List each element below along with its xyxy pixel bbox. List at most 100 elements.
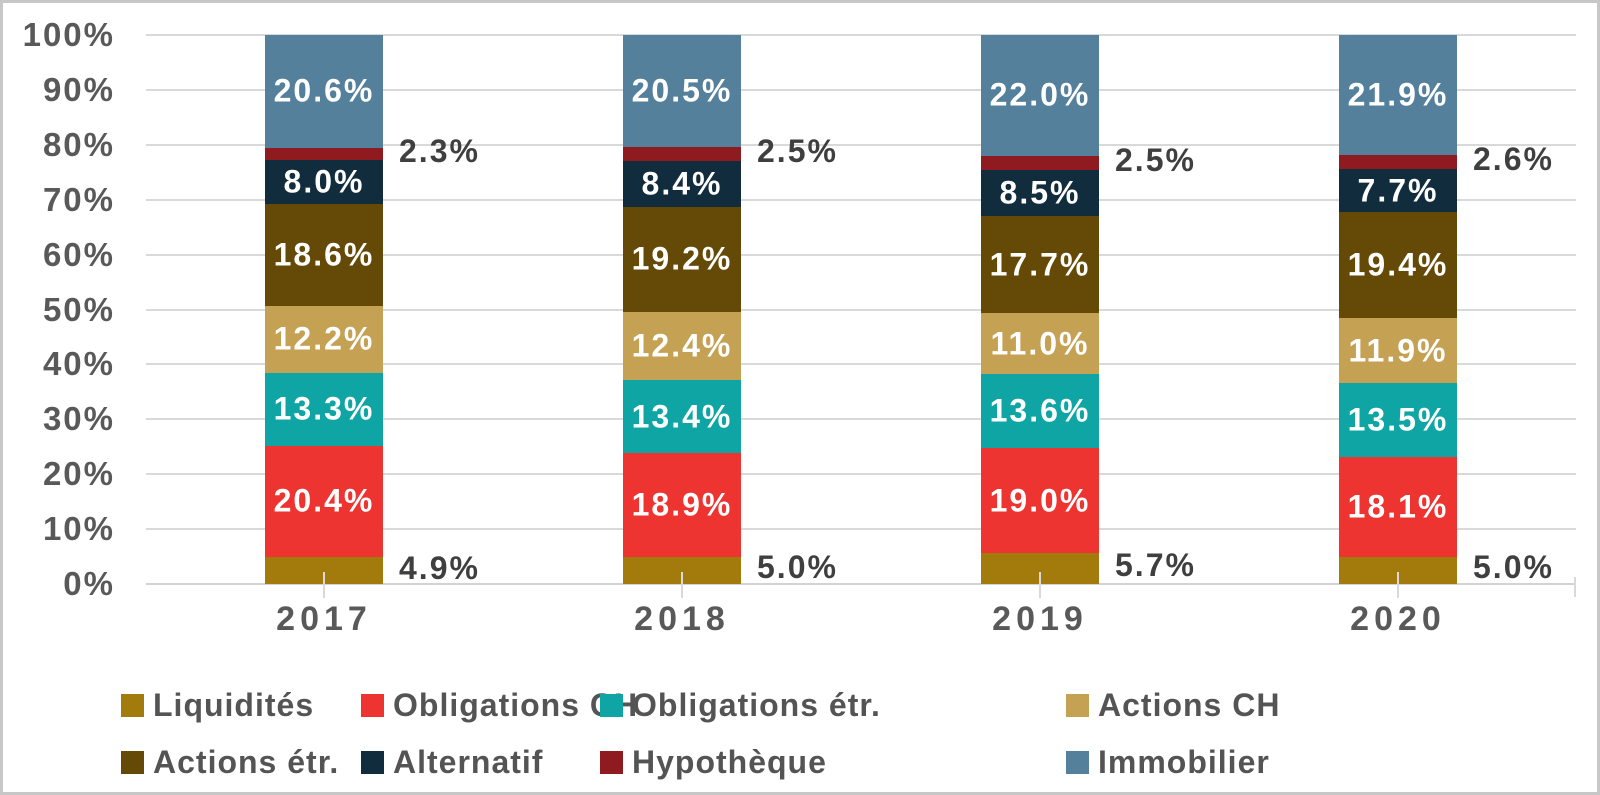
bar-value-label-outside: 2.5%: [1115, 141, 1196, 178]
x-axis-label-2020: 2020: [1350, 600, 1446, 638]
gridline: [146, 198, 1576, 201]
bar-2017: 20.4% 13.3% 12.2% 18.6% 8.0% 20.6%: [265, 35, 383, 584]
bar-2018: 18.9% 13.4% 12.4% 19.2% 8.4% 20.5%: [623, 35, 741, 584]
bar-segment-Obligations CH-2018: 18.9%: [623, 453, 741, 557]
bar-2019: 19.0% 13.6% 11.0% 17.7% 8.5% 22.0%: [981, 35, 1099, 584]
legend-item-Hypothèque: Hypothèque: [600, 744, 827, 780]
bar-segment-Actions CH-2017: 12.2%: [265, 305, 383, 373]
bar-value-label: 19.4%: [1347, 246, 1449, 283]
x-axis-line: [146, 583, 1576, 585]
gridline: [146, 34, 1576, 36]
bar-value-label-outside: 2.5%: [757, 133, 838, 170]
bar-segment-Immobilier-2017: 20.6%: [265, 35, 383, 148]
bar-segment-Actions CH-2019: 11.0%: [981, 313, 1099, 374]
bar-2020: 18.1% 13.5% 11.9% 19.4% 7.7% 21.9%: [1339, 35, 1457, 584]
legend-item-Immobilier: Immobilier: [1066, 744, 1270, 780]
x-axis-label-2018: 2018: [634, 600, 730, 638]
gridline: [146, 253, 1576, 256]
gridline: [146, 528, 1576, 531]
legend-label: Actions étr.: [153, 744, 340, 780]
y-axis-tick-label: 60%: [42, 235, 115, 273]
legend-swatch: [361, 750, 384, 774]
legend-item-Alternatif: Alternatif: [361, 744, 543, 780]
legend-item-Liquidités: Liquidités: [121, 687, 314, 723]
bar-value-label: 13.4%: [631, 398, 733, 435]
bar-segment-Obligations CH-2020: 18.1%: [1339, 457, 1457, 557]
legend-item-Obligations CH: Obligations CH: [361, 687, 638, 723]
gridline: [146, 88, 1576, 91]
bar-segment-Immobilier-2018: 20.5%: [623, 35, 741, 148]
gridline: [146, 308, 1576, 311]
y-axis-tick-label: 0%: [63, 565, 115, 602]
bar-segment-Hypothèque-2018: [623, 147, 741, 161]
x-axis-edge-tick: [1574, 577, 1576, 597]
bar-value-label: 22.0%: [989, 76, 1091, 113]
bar-value-label: 21.9%: [1347, 76, 1449, 113]
bar-segment-Hypothèque-2019: [981, 155, 1099, 170]
y-axis-tick-label: 20%: [42, 455, 115, 493]
legend-label: Alternatif: [393, 744, 544, 780]
bar-value-label: 18.9%: [631, 486, 733, 523]
legend-item-Actions étr.: Actions étr.: [121, 744, 339, 780]
bar-value-label: 17.7%: [989, 246, 1091, 283]
bar-segment-Actions étr.-2018: 19.2%: [623, 206, 741, 312]
bar-value-label-outside: 4.9%: [399, 549, 480, 586]
legend-label: Obligations CH: [393, 687, 639, 723]
bar-segment-Obligations CH-2019: 19.0%: [981, 448, 1099, 553]
bar-segment-Actions CH-2018: 12.4%: [623, 312, 741, 380]
y-axis-tick-label: 70%: [42, 180, 115, 218]
x-axis-tick: [323, 572, 325, 598]
bar-segment-Hypothèque-2020: [1339, 155, 1457, 170]
y-axis-tick-label: 40%: [42, 345, 115, 383]
bar-value-label-outside: 2.3%: [399, 133, 480, 170]
bar-value-label: 11.0%: [990, 325, 1090, 362]
bar-segment-Alternatif-2018: 8.4%: [623, 160, 741, 207]
bar-segment-Alternatif-2017: 8.0%: [265, 160, 383, 205]
x-axis-tick: [1039, 572, 1041, 598]
bar-value-label: 12.2%: [273, 320, 375, 357]
bar-value-label-outside: 5.0%: [757, 549, 838, 586]
x-axis-label-2019: 2019: [992, 600, 1088, 638]
bar-segment-Hypothèque-2017: [265, 147, 383, 161]
bar-segment-Alternatif-2019: 8.5%: [981, 169, 1099, 217]
bar-value-label: 13.3%: [273, 390, 375, 427]
gridline: [146, 473, 1576, 476]
y-axis-tick-label: 100%: [22, 16, 115, 53]
bar-segment-Actions étr.-2019: 17.7%: [981, 216, 1099, 314]
legend-label: Liquidités: [153, 687, 315, 723]
bar-segment-Obligations étr.-2019: 13.6%: [981, 373, 1099, 449]
legend-swatch: [1066, 750, 1089, 774]
legend-item-Actions CH: Actions CH: [1066, 687, 1280, 723]
legend-label: Obligations étr.: [632, 687, 881, 723]
x-axis-tick: [1397, 572, 1399, 598]
legend-item-Obligations étr.: Obligations étr.: [600, 687, 881, 723]
legend-swatch: [600, 750, 623, 774]
bar-value-label: 20.5%: [631, 72, 733, 109]
y-axis-tick-label: 80%: [42, 125, 115, 163]
bar-value-label-outside: 2.6%: [1473, 141, 1554, 178]
bar-value-label: 8.4%: [641, 165, 723, 202]
gridline: [146, 363, 1576, 366]
legend-label: Hypothèque: [632, 744, 827, 780]
y-axis-tick-label: 10%: [42, 510, 115, 548]
legend-label: Actions CH: [1098, 687, 1281, 723]
bar-segment-Actions CH-2020: 11.9%: [1339, 318, 1457, 384]
legend-swatch: [121, 693, 144, 717]
bar-value-label-outside: 5.7%: [1115, 547, 1196, 584]
y-axis-tick-label: 30%: [42, 400, 115, 438]
bar-value-label: 12.4%: [631, 327, 733, 364]
bar-value-label: 8.0%: [283, 163, 365, 200]
y-axis-tick-label: 90%: [42, 70, 115, 108]
bar-segment-Obligations CH-2017: 20.4%: [265, 445, 383, 558]
bar-value-label: 20.6%: [273, 72, 375, 109]
bar-segment-Obligations étr.-2017: 13.3%: [265, 372, 383, 446]
y-axis-tick-label: 50%: [42, 290, 115, 328]
bar-segment-Obligations étr.-2020: 13.5%: [1339, 383, 1457, 458]
bar-value-label: 11.9%: [1348, 332, 1448, 369]
x-axis-tick: [681, 572, 683, 598]
bar-value-label: 20.4%: [273, 482, 375, 519]
bar-segment-Actions étr.-2017: 18.6%: [265, 204, 383, 306]
bar-value-label: 7.7%: [1357, 172, 1439, 209]
gridline: [146, 418, 1576, 421]
